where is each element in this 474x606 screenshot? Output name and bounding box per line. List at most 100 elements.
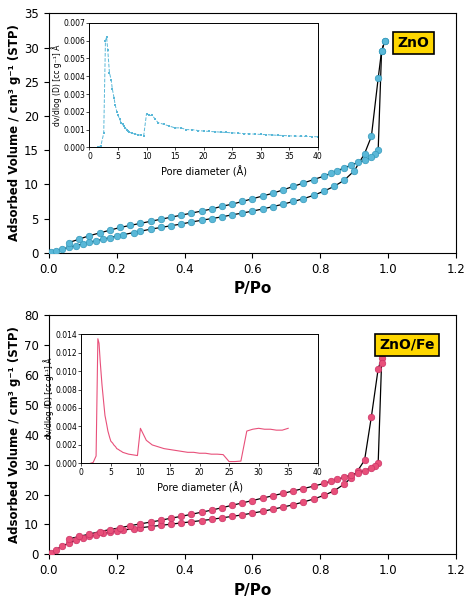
Point [367,132,375,141]
Point [218,503,226,513]
Point [137,219,144,228]
Point [177,219,185,229]
Point [96,527,103,536]
Point [127,521,134,530]
Point [290,486,297,496]
Point [47,548,55,558]
Point [86,238,93,247]
Point [361,156,368,165]
Point [157,516,164,525]
Point [47,247,55,257]
Point [320,479,328,488]
Point [249,206,256,216]
Point [52,246,59,256]
Point [167,221,175,231]
Point [310,494,318,504]
Point [188,510,195,519]
X-axis label: P/Po: P/Po [233,281,272,296]
Point [361,148,368,158]
Point [238,208,246,218]
Point [106,525,114,534]
Point [167,513,175,523]
Point [177,518,185,528]
Point [65,238,73,247]
Point [106,527,114,537]
Point [269,188,277,198]
Point [259,191,266,201]
Point [340,175,348,185]
Point [188,217,195,227]
Point [218,212,226,222]
Point [208,214,216,224]
Point [208,514,216,524]
Point [374,458,382,468]
Point [86,531,93,541]
Point [137,523,144,533]
Point [72,536,80,545]
Point [290,500,297,510]
Point [300,484,307,493]
Point [347,161,355,170]
Point [378,46,385,56]
Point [367,152,375,162]
Point [381,337,389,347]
Point [290,196,297,206]
Point [354,158,362,167]
Point [367,412,375,422]
Point [75,235,83,244]
Point [198,507,205,517]
Point [340,163,348,173]
Point [167,519,175,529]
Point [327,476,335,486]
Y-axis label: Adsorbed Volume / cm³ g⁻¹ (STP): Adsorbed Volume / cm³ g⁻¹ (STP) [9,25,21,242]
Point [228,210,236,219]
Point [238,196,246,206]
Point [371,461,379,471]
Point [157,521,164,530]
Point [320,491,328,501]
Point [127,221,134,230]
Point [137,227,144,236]
Point [75,531,83,541]
Point [92,530,100,540]
Point [249,194,256,204]
Point [147,216,155,226]
Point [238,498,246,508]
Point [116,222,124,232]
Point [238,510,246,520]
Point [381,36,389,45]
Point [367,463,375,473]
Point [99,235,107,244]
Point [72,241,80,250]
Point [58,244,66,254]
Point [249,496,256,505]
Point [279,185,287,195]
Y-axis label: Adsorbed Volume / cm³ g⁻¹ (STP): Adsorbed Volume / cm³ g⁻¹ (STP) [9,326,21,543]
Point [269,491,277,501]
Point [300,194,307,204]
Point [177,210,185,220]
Point [228,501,236,510]
Point [167,212,175,222]
Point [354,466,362,476]
Point [340,472,348,482]
Point [361,466,368,476]
Point [310,190,318,200]
Point [188,208,195,218]
Point [269,504,277,514]
Point [249,508,256,518]
Point [218,513,226,523]
Point [361,455,368,465]
Point [198,206,205,216]
Point [347,470,355,480]
Point [354,468,362,478]
Point [340,479,348,489]
Point [157,222,164,232]
Point [269,202,277,211]
Point [58,541,66,551]
Point [208,505,216,515]
Point [310,175,318,184]
Point [259,493,266,503]
Point [137,519,144,528]
Point [79,533,86,543]
